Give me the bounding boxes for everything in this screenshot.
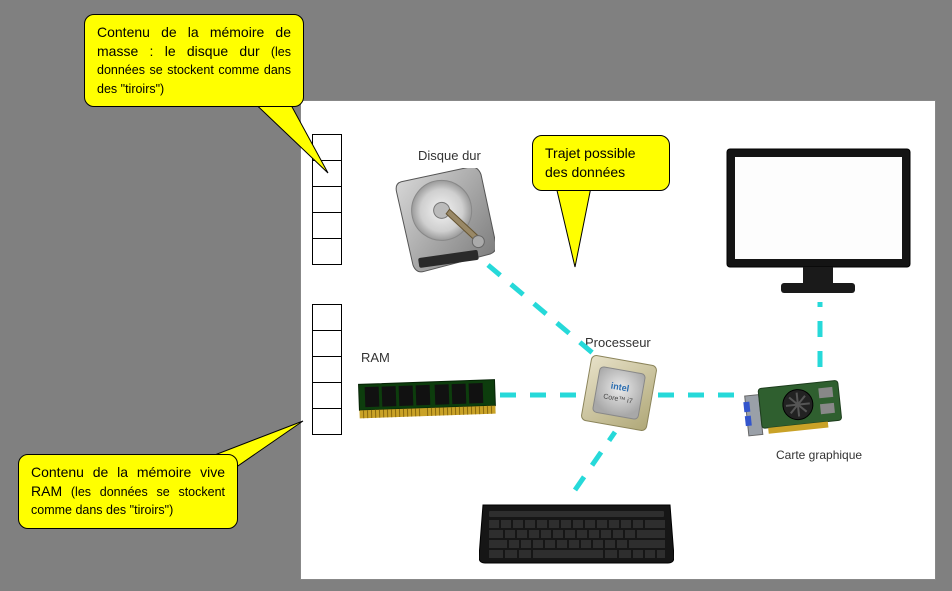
callout-data-path-text: Trajet possible des données bbox=[545, 145, 636, 180]
callout-mass-memory-main: Contenu de la mémoire de masse : le disq… bbox=[97, 24, 291, 59]
callout-mass-memory: Contenu de la mémoire de masse : le disq… bbox=[84, 14, 304, 107]
callout-ram-memory: Contenu de la mémoire vive RAM (les donn… bbox=[18, 454, 238, 529]
callout-data-path: Trajet possible des données bbox=[532, 135, 670, 191]
